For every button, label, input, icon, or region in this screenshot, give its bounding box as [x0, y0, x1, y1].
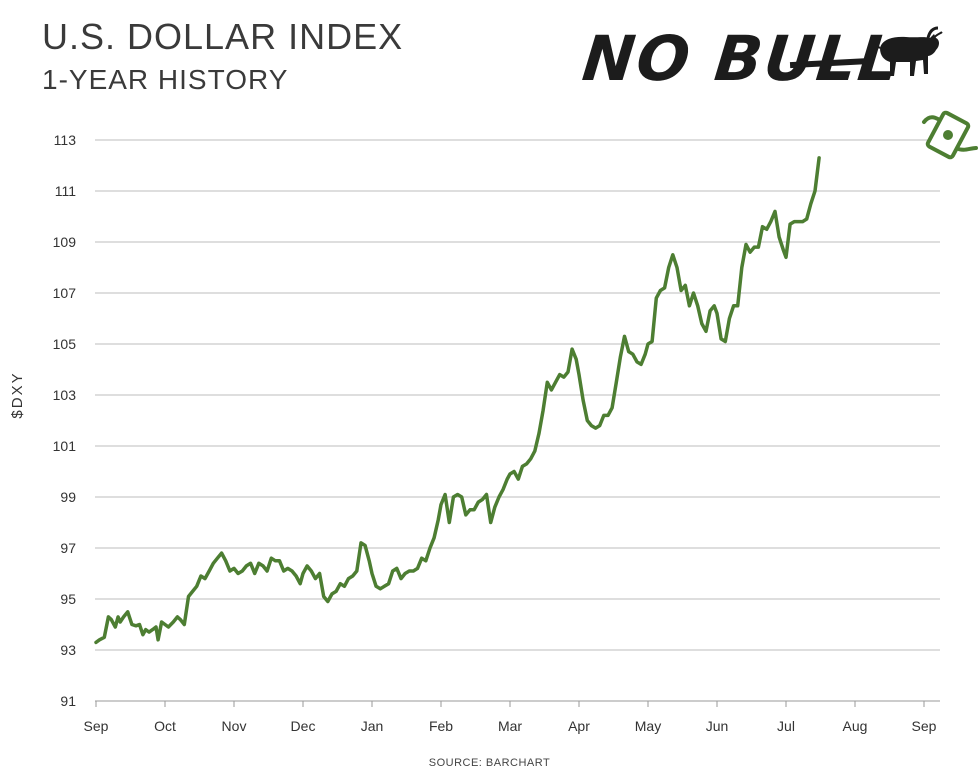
y-tick-label: 103	[53, 387, 77, 403]
chart-title: U.S. DOLLAR INDEX	[42, 16, 404, 57]
x-tick-label: Jul	[777, 718, 795, 734]
x-tick-label: Nov	[222, 718, 247, 734]
y-tick-label: 99	[60, 489, 76, 505]
x-tick-label: Oct	[154, 718, 176, 734]
y-tick-label: 91	[60, 693, 76, 709]
x-tick-label: Aug	[843, 718, 868, 734]
x-tick-label: Feb	[429, 718, 453, 734]
x-tick-label: Sep	[912, 718, 937, 734]
y-tick-label: 109	[53, 234, 77, 250]
y-tick-label: 93	[60, 642, 76, 658]
bull-icon	[874, 26, 943, 76]
x-tick-label: Dec	[291, 718, 316, 734]
y-tick-label: 95	[60, 591, 76, 607]
y-tick-label: 107	[53, 285, 77, 301]
x-tick-label: May	[635, 718, 661, 734]
y-tick-label: 97	[60, 540, 76, 556]
series-layer	[94, 156, 821, 645]
y-tick-label: 113	[54, 132, 77, 148]
y-axis-label: $DXY	[9, 371, 26, 418]
y-tick-label: 101	[53, 438, 77, 454]
chart-subtitle: 1-YEAR HISTORY	[42, 64, 289, 95]
grid-lines	[95, 139, 940, 702]
x-axis-ticks: Sep Oct Nov Dec Jan Feb Mar Apr May Jun Jul Aug Sep	[84, 701, 937, 734]
y-axis-ticks: 91 93 95 97 99 101 103 105 107 109 111 113	[53, 132, 77, 709]
x-tick-label: Jun	[706, 718, 729, 734]
flying-money-icon	[922, 110, 978, 160]
y-tick-label: 105	[53, 336, 77, 352]
x-tick-label: Jan	[361, 718, 384, 734]
x-tick-label: Sep	[84, 718, 109, 734]
series-line-dxy	[94, 156, 821, 645]
x-tick-label: Mar	[498, 718, 522, 734]
y-tick-label: 111	[55, 183, 76, 199]
x-tick-label: Apr	[568, 718, 590, 734]
source-note: SOURCE: BARCHART	[428, 757, 551, 769]
